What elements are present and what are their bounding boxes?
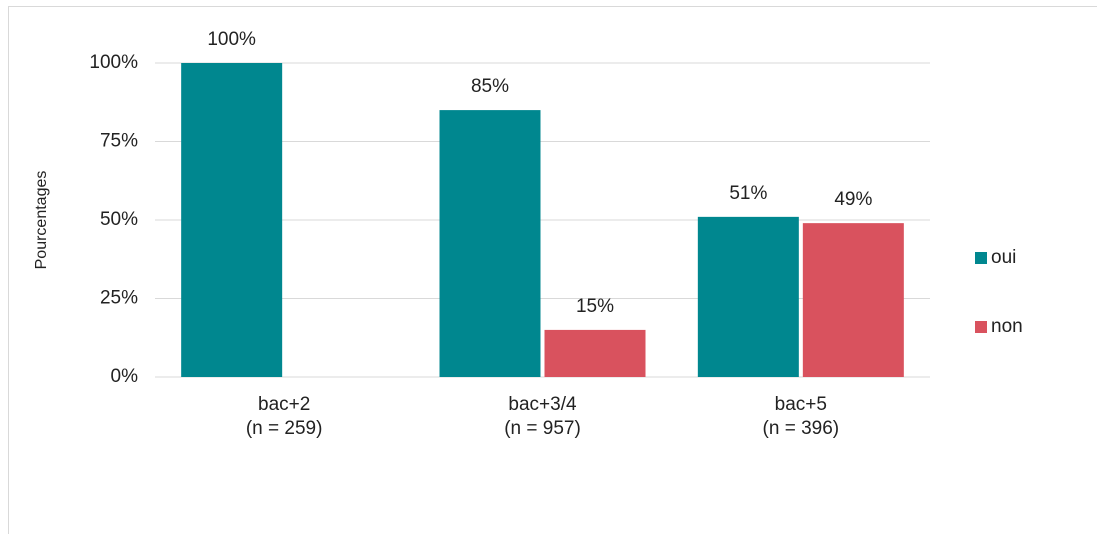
y-tick-label: 25%: [100, 288, 138, 309]
value-label: 85%: [471, 76, 509, 97]
legend-label: oui: [991, 247, 1016, 268]
value-label: 100%: [207, 29, 256, 50]
bar: [697, 216, 799, 377]
bar: [802, 223, 904, 377]
y-axis-label: Pourcentages: [33, 171, 50, 270]
value-label: 15%: [576, 296, 614, 317]
y-tick-label: 100%: [89, 52, 138, 73]
x-tick-label: bac+5 (n = 396): [762, 394, 840, 439]
value-label: 49%: [834, 189, 872, 210]
y-tick-label: 0%: [111, 366, 139, 387]
legend-swatch: [975, 252, 987, 264]
legend-label: non: [991, 316, 1023, 337]
legend-swatch: [975, 321, 987, 333]
bar: [544, 329, 646, 377]
bar: [181, 63, 283, 377]
y-tick-label: 75%: [100, 131, 138, 152]
value-label: 51%: [729, 183, 767, 204]
x-tick-label: bac+2 (n = 259): [245, 394, 323, 439]
bar: [439, 110, 541, 377]
frame: [8, 6, 1097, 534]
x-tick-label: bac+3/4 (n = 957): [504, 394, 581, 439]
y-tick-label: 50%: [100, 209, 138, 230]
